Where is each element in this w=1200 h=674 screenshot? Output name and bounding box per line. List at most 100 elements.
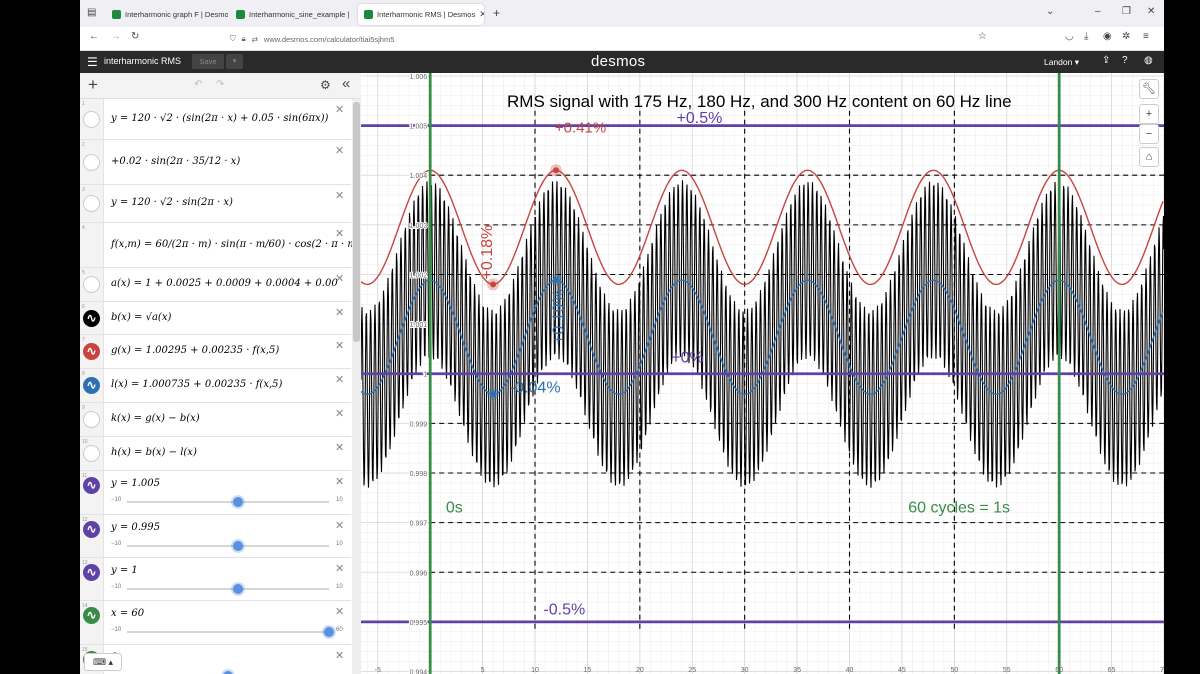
slider-thumb[interactable] (233, 584, 244, 594)
delete-expression-icon[interactable]: ✕ (335, 228, 345, 240)
expression-formula[interactable]: +0.02 · sin(2π · 35/12 · x) (111, 156, 241, 167)
browser-tab-2[interactable]: Interharmonic_sine_example | D ✕ (230, 4, 352, 25)
close-window-icon[interactable]: ✕ (1147, 6, 1156, 17)
delete-expression-icon[interactable]: ✕ (335, 408, 345, 420)
slider-track[interactable] (127, 497, 329, 507)
expression-formula[interactable]: f(x,m) = 60/(2π · m) · sin(π · m/60) · c… (111, 239, 361, 250)
expression-formula[interactable]: l(x) = 1.000735 + 0.00235 · f(x,5) (111, 379, 283, 390)
graph-visibility-on-icon[interactable]: ∿ (83, 343, 100, 360)
slider-thumb[interactable] (233, 497, 244, 507)
slider-thumb[interactable] (233, 541, 244, 551)
delete-expression-icon[interactable]: ✕ (335, 374, 345, 386)
menu-icon[interactable]: ≡ (1143, 31, 1149, 42)
expression-row[interactable]: 5 a(x) = 1 + 0.0025 + 0.0009 + 0.0004 + 0… (80, 268, 351, 302)
save-button[interactable]: Save (192, 54, 224, 69)
delete-expression-icon[interactable]: ✕ (335, 650, 345, 662)
user-menu[interactable]: Landon ▾ (1044, 57, 1080, 67)
new-tab-icon[interactable]: + (493, 6, 501, 20)
expression-row[interactable]: 8 ∿ l(x) = 1.000735 + 0.00235 · f(x,5) ✕ (80, 369, 351, 403)
expression-formula[interactable]: y = 0.995 (111, 522, 161, 533)
expression-formula[interactable]: g(x) = 1.00295 + 0.00235 · f(x,5) (111, 345, 280, 356)
account-icon[interactable]: ◉ (1103, 31, 1112, 42)
help-icon[interactable]: ? (1122, 55, 1128, 66)
graph-visibility-on-icon[interactable]: ∿ (83, 310, 100, 327)
back-icon[interactable]: ← (89, 31, 99, 42)
graph-visibility-on-icon[interactable]: ∿ (83, 377, 100, 394)
expression-formula[interactable]: x = 60 (111, 608, 145, 619)
scrollbar-thumb[interactable] (353, 102, 360, 342)
graph-visibility-on-icon[interactable]: ∿ (83, 607, 100, 624)
slider-max[interactable]: 10 (336, 541, 343, 547)
minimize-icon[interactable]: – (1095, 6, 1101, 17)
expression-row[interactable]: 10 h(x) = b(x) − l(x) ✕ (80, 437, 351, 471)
gear-icon[interactable]: ⚙ (320, 78, 331, 92)
delete-expression-icon[interactable]: ✕ (335, 520, 345, 532)
expression-row[interactable]: 3 y = 120 · √2 · sin(2π · x) ✕ (80, 185, 351, 223)
graph-visibility-off-icon[interactable] (83, 445, 100, 462)
expression-row[interactable]: 13 ∿ y = 1 ✕ −10 10 (80, 558, 351, 601)
reload-icon[interactable]: ↻ (131, 31, 140, 42)
slider-thumb[interactable] (324, 627, 334, 637)
expression-slider[interactable] (111, 671, 351, 674)
delete-expression-icon[interactable]: ✕ (335, 145, 345, 157)
save-dropdown-icon[interactable]: ▾ (226, 54, 243, 69)
slider-max[interactable]: 10 (336, 584, 343, 590)
slider-max[interactable]: 10 (336, 497, 343, 503)
graph-visibility-off-icon[interactable] (83, 111, 100, 128)
expression-slider[interactable]: −10 10 (111, 541, 351, 553)
delete-expression-icon[interactable]: ✕ (335, 442, 345, 454)
expression-row[interactable]: 7 ∿ g(x) = 1.00295 + 0.00235 · f(x,5) ✕ (80, 335, 351, 369)
restore-icon[interactable]: ❐ (1122, 6, 1131, 17)
delete-expression-icon[interactable]: ✕ (335, 104, 345, 116)
forward-icon[interactable]: → (111, 31, 121, 42)
hamburger-menu-icon[interactable]: ☰ (87, 55, 98, 69)
graph-visibility-off-icon[interactable] (83, 195, 100, 212)
tab-overview-icon[interactable]: ▤ (87, 7, 97, 18)
undo-icon[interactable]: ↶ (194, 79, 203, 90)
graph-visibility-off-icon[interactable] (83, 154, 100, 171)
bookmark-star-icon[interactable]: ☆ (978, 31, 987, 42)
expression-formula[interactable]: y = 120 · √2 · (sin(2π · x) + 0.05 · sin… (111, 113, 329, 124)
slider-min[interactable]: −10 (111, 541, 122, 547)
pocket-icon[interactable]: ◡ (1065, 31, 1074, 42)
slider-thumb[interactable] (223, 671, 233, 674)
expression-row[interactable]: 6 ∿ b(x) = √a(x) ✕ (80, 302, 351, 335)
keyboard-toggle-button[interactable]: ⌨ ▴ (84, 653, 122, 671)
browser-tab-3[interactable]: Interharmonic RMS | Desmos ✕ (358, 4, 484, 25)
delete-expression-icon[interactable]: ✕ (335, 563, 345, 575)
expression-formula[interactable]: y = 1 (111, 565, 138, 576)
collapse-list-icon[interactable]: « (342, 75, 351, 92)
expression-row[interactable]: 12 ∿ y = 0.995 ✕ −10 10 (80, 515, 351, 558)
expression-slider[interactable]: −10 10 (111, 584, 351, 596)
graph-visibility-on-icon[interactable]: ∿ (83, 521, 100, 538)
graph-visibility-on-icon[interactable]: ∿ (83, 564, 100, 581)
expression-formula[interactable]: b(x) = √a(x) (111, 312, 172, 323)
delete-expression-icon[interactable]: ✕ (335, 476, 345, 488)
expression-row[interactable]: 1 y = 120 · √2 · (sin(2π · x) + 0.05 · si… (80, 99, 351, 140)
language-globe-icon[interactable]: ◍ (1144, 55, 1153, 66)
zoom-out-icon[interactable]: − (1139, 124, 1159, 144)
url-bar[interactable]: ⛉ 🔒︎ ⇄ www.desmos.com/calculator/tiai5sj… (230, 31, 394, 47)
graph-settings-wrench-icon[interactable]: 🔧︎ (1139, 79, 1159, 99)
expression-formula[interactable]: y = 1.005 (111, 478, 161, 489)
graph-visibility-on-icon[interactable]: ∿ (83, 477, 100, 494)
slider-track[interactable] (127, 627, 334, 637)
extensions-icon[interactable]: ✲ (1122, 31, 1131, 42)
graph-svg[interactable]: -5 5 10 15 20 25 30 35 40 45 50 55 60 65 70 1.006 1.005 1… (361, 73, 1164, 674)
graph-paper[interactable]: -5 5 10 15 20 25 30 35 40 45 50 55 60 65 70 1.006 1.005 1… (361, 73, 1164, 674)
downloads-icon[interactable]: ⤓ (1084, 31, 1089, 42)
expression-row[interactable]: 4 f(x,m) = 60/(2π · m) · sin(π · m/60) · … (80, 223, 361, 268)
slider-track[interactable] (127, 584, 329, 594)
expression-slider[interactable]: −10 60 (111, 627, 351, 639)
expression-formula[interactable]: a(x) = 1 + 0.0025 + 0.0009 + 0.0004 + 0.… (111, 278, 338, 289)
expression-slider[interactable]: −10 10 (111, 497, 351, 509)
delete-expression-icon[interactable]: ✕ (335, 190, 345, 202)
expression-formula[interactable]: k(x) = g(x) − b(x) (111, 413, 200, 424)
delete-expression-icon[interactable]: ✕ (335, 273, 345, 285)
browser-tab-1[interactable]: Interharmonic graph F | Desmos ✕ (106, 4, 228, 25)
close-tab-icon[interactable]: ✕ (479, 9, 484, 19)
share-icon[interactable]: ⇪ (1102, 55, 1111, 66)
graph-title[interactable]: interharmonic RMS (104, 56, 182, 66)
delete-expression-icon[interactable]: ✕ (335, 606, 345, 618)
expression-row[interactable]: 9 k(x) = g(x) − b(x) ✕ (80, 403, 351, 437)
